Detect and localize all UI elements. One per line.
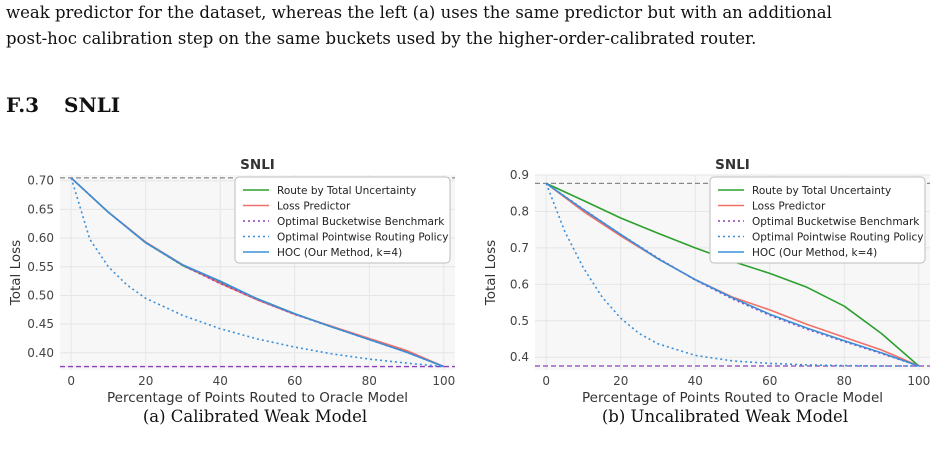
- x-tick-label: 80: [362, 374, 377, 388]
- y-tick-label: 0.70: [27, 174, 54, 188]
- chart-title: SNLI: [715, 157, 750, 173]
- x-tick-label: 0: [67, 374, 75, 388]
- x-tick-label: 40: [213, 374, 228, 388]
- y-tick-label: 0.60: [27, 231, 54, 245]
- caption-b: (b) Uncalibrated Weak Model: [601, 407, 849, 426]
- x-tick-label: 60: [287, 374, 302, 388]
- series-line: [545, 182, 920, 367]
- x-tick-label: 60: [762, 374, 777, 388]
- x-axis-label: Percentage of Points Routed to Oracle Mo…: [582, 390, 883, 405]
- section-heading: F.3 SNLI: [6, 93, 120, 117]
- y-tick-label: 0.9: [510, 168, 529, 182]
- y-tick-label: 0.5: [510, 314, 529, 328]
- legend-label: Optimal Pointwise Routing Policy: [752, 232, 924, 244]
- y-tick-label: 0.7: [510, 241, 529, 255]
- legend-label: Loss Predictor: [277, 201, 351, 213]
- x-tick-label: 80: [837, 374, 852, 388]
- y-tick-label: 0.45: [27, 317, 54, 331]
- y-tick-label: 0.40: [27, 346, 54, 360]
- y-tick-label: 0.65: [27, 202, 54, 216]
- body-line-2: post-hoc calibration step on the same bu…: [6, 29, 757, 48]
- legend-box: [709, 176, 926, 264]
- y-tick-label: 0.55: [27, 260, 54, 274]
- legend-label: Loss Predictor: [752, 201, 826, 213]
- y-axis-label: Total Loss: [8, 240, 24, 306]
- legend-label: Optimal Bucketwise Benchmark: [752, 216, 920, 228]
- x-tick-label: 20: [613, 374, 628, 388]
- x-tick-label: 100: [907, 374, 930, 388]
- y-tick-label: 0.50: [27, 288, 54, 302]
- section-number: F.3: [6, 93, 40, 117]
- caption-a: (a) Calibrated Weak Model: [142, 407, 368, 426]
- legend-box: [234, 176, 451, 264]
- x-tick-label: 20: [138, 374, 153, 388]
- legend-label: Optimal Pointwise Routing Policy: [277, 232, 449, 244]
- y-tick-label: 0.8: [510, 204, 529, 218]
- x-axis-label: Percentage of Points Routed to Oracle Mo…: [107, 390, 408, 405]
- y-tick-label: 0.4: [510, 350, 529, 364]
- legend-label: Optimal Bucketwise Benchmark: [277, 216, 445, 228]
- legend-label: HOC (Our Method, k=4): [277, 247, 402, 259]
- figure-b: 0 20 40 60 80 100 0.4 0.5 0.6 0.7 0.8 0.9 SNLI Percen…: [475, 140, 945, 409]
- y-axis-label: Total Loss: [483, 240, 499, 306]
- x-tick-label: 40: [688, 374, 703, 388]
- x-tick-label: 0: [542, 374, 550, 388]
- y-tick-label: 0.6: [510, 277, 529, 291]
- legend-label: HOC (Our Method, k=4): [752, 247, 877, 259]
- body-paragraph: weak predictor for the dataset, whereas …: [6, 0, 946, 52]
- series-line: [70, 177, 444, 368]
- section-title: SNLI: [64, 93, 121, 117]
- series-line: [545, 183, 919, 367]
- chart-b: 0 20 40 60 80 100 0.4 0.5 0.6 0.7 0.8 0.9 SNLI Percen…: [483, 157, 930, 406]
- chart-title: SNLI: [240, 157, 275, 173]
- legend-label: Route by Total Uncertainty: [277, 185, 416, 197]
- x-tick-label: 100: [432, 374, 455, 388]
- series-line: [70, 177, 445, 368]
- body-line-1: weak predictor for the dataset, whereas …: [6, 3, 832, 22]
- legend-label: Route by Total Uncertainty: [752, 185, 891, 197]
- chart-a: 0 20 40 60 80 100 0.40 0.45 0.50 0.55 0.60 0.65 0.70…: [8, 157, 455, 406]
- figure-a: 0 20 40 60 80 100 0.40 0.45 0.50 0.55 0.60 0.65 0.70…: [0, 140, 470, 409]
